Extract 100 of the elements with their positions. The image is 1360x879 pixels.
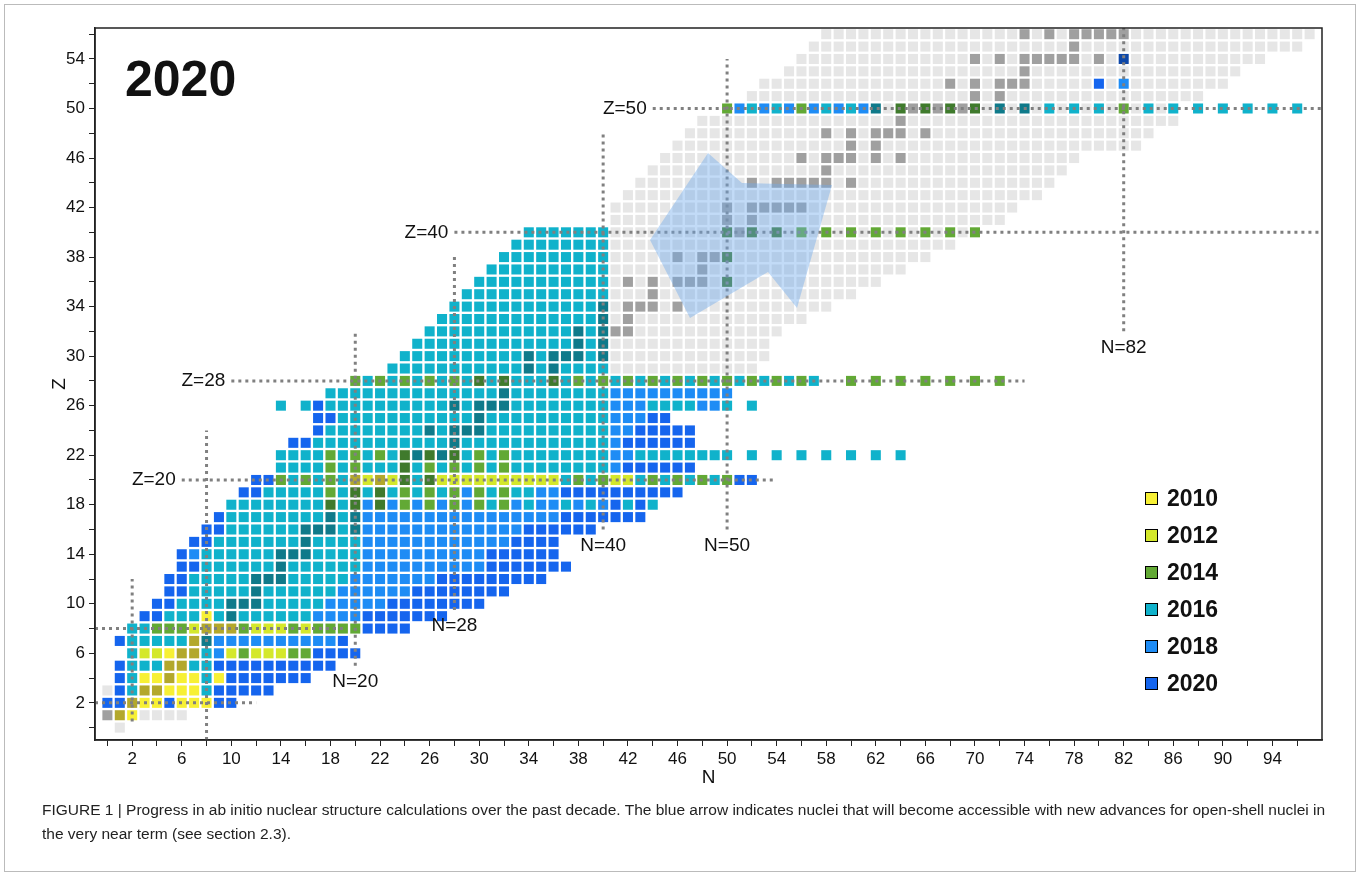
point bbox=[189, 648, 200, 659]
point bbox=[437, 450, 448, 461]
point bbox=[945, 103, 956, 114]
point bbox=[548, 375, 559, 386]
series-label: Z=28 bbox=[181, 369, 226, 391]
y-tick-label: 10 bbox=[66, 593, 85, 613]
point bbox=[151, 673, 162, 684]
point bbox=[139, 697, 150, 708]
y-tick-label: 14 bbox=[66, 543, 85, 563]
point bbox=[238, 598, 249, 609]
point bbox=[300, 623, 311, 634]
x-tick-label: 30 bbox=[469, 748, 489, 768]
point bbox=[474, 400, 485, 411]
point bbox=[189, 685, 200, 696]
x-axis-title: N bbox=[701, 766, 716, 788]
x-tick-label: 94 bbox=[1262, 748, 1282, 768]
point bbox=[350, 512, 361, 523]
point bbox=[486, 474, 497, 485]
point bbox=[300, 524, 311, 535]
point bbox=[313, 524, 324, 535]
point bbox=[548, 351, 559, 362]
point bbox=[399, 462, 410, 473]
x-tick-label: 38 bbox=[568, 748, 588, 768]
point bbox=[461, 425, 472, 436]
y-tick-label: 30 bbox=[66, 345, 85, 365]
text: 2020 bbox=[125, 51, 237, 107]
x-tick-label: 50 bbox=[717, 748, 737, 768]
point bbox=[176, 648, 187, 659]
caption: FIGURE 1 | Progress in ab initio nuclear structure calculations over the past decade. The blue arrow indicates nuclei that will become accessible with new advances for open-shell nuclei in the very near term (see section 2.3). bbox=[42, 800, 1327, 844]
point bbox=[275, 549, 286, 560]
point bbox=[449, 450, 460, 461]
x-tick-label: 78 bbox=[1064, 748, 1084, 768]
point bbox=[114, 710, 125, 721]
point bbox=[375, 499, 386, 510]
point bbox=[139, 685, 150, 696]
point bbox=[1019, 103, 1030, 114]
x-tick-label: 6 bbox=[177, 748, 187, 768]
series-label: Z=20 bbox=[131, 468, 176, 490]
point bbox=[251, 574, 262, 585]
point bbox=[598, 326, 609, 337]
point bbox=[474, 425, 485, 436]
point bbox=[486, 400, 497, 411]
y-tick-label: 46 bbox=[66, 147, 85, 167]
y-tick-label: 18 bbox=[66, 494, 85, 514]
point bbox=[424, 450, 435, 461]
point bbox=[560, 351, 571, 362]
point bbox=[300, 536, 311, 547]
point bbox=[498, 400, 510, 411]
point bbox=[139, 673, 150, 684]
x-tick-label: 18 bbox=[321, 748, 340, 768]
point bbox=[548, 474, 559, 485]
point bbox=[969, 103, 980, 114]
point bbox=[201, 635, 212, 646]
point bbox=[275, 574, 286, 585]
x-tick-label: 86 bbox=[1163, 748, 1183, 768]
legend-label: 2012 bbox=[1167, 522, 1219, 549]
point bbox=[449, 400, 460, 411]
y-tick-label: 54 bbox=[66, 48, 85, 68]
point bbox=[176, 673, 187, 684]
x-tick-label: 82 bbox=[1114, 748, 1134, 768]
point bbox=[176, 660, 187, 671]
point bbox=[213, 673, 224, 684]
x-tick-label: 10 bbox=[221, 748, 241, 768]
series-label: N=50 bbox=[704, 533, 751, 555]
y-tick-label: 22 bbox=[66, 444, 85, 464]
x-tick-label: 58 bbox=[816, 748, 836, 768]
point bbox=[139, 648, 150, 659]
point bbox=[325, 499, 336, 510]
legend-label: 2014 bbox=[1167, 559, 1219, 586]
point bbox=[164, 685, 175, 696]
x-tick-label: 42 bbox=[618, 748, 638, 768]
x-tick-label: 74 bbox=[1015, 748, 1035, 768]
series-label: N=20 bbox=[332, 669, 379, 691]
x-tick-label: 46 bbox=[668, 748, 687, 768]
y-axis-title: Z bbox=[48, 377, 70, 390]
series-label: N=40 bbox=[580, 533, 627, 555]
y-tick-label: 38 bbox=[66, 246, 85, 266]
point bbox=[189, 635, 200, 646]
point bbox=[226, 648, 237, 659]
point bbox=[375, 487, 386, 498]
point bbox=[164, 648, 175, 659]
point bbox=[573, 351, 584, 362]
x-tick-label: 66 bbox=[915, 748, 935, 768]
point bbox=[523, 363, 534, 374]
point bbox=[300, 549, 311, 560]
point bbox=[263, 648, 274, 659]
x-tick-label: 34 bbox=[519, 748, 539, 768]
point bbox=[573, 326, 584, 337]
point bbox=[474, 413, 485, 424]
point bbox=[189, 623, 200, 634]
y-tick-label: 42 bbox=[66, 197, 85, 217]
point bbox=[424, 425, 435, 436]
x-tick-label: 2 bbox=[127, 748, 137, 768]
point bbox=[251, 586, 262, 597]
legend-label: 2016 bbox=[1167, 596, 1219, 623]
point bbox=[573, 338, 584, 349]
x-tick-label: 70 bbox=[965, 748, 985, 768]
x-tick-label: 90 bbox=[1213, 748, 1233, 768]
point bbox=[151, 648, 162, 659]
point bbox=[523, 351, 534, 362]
